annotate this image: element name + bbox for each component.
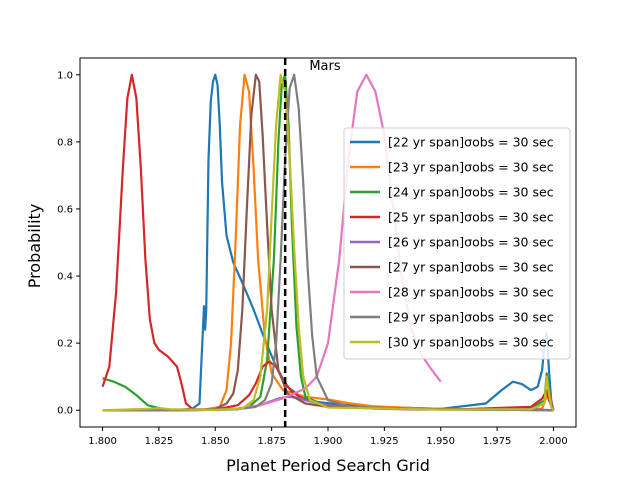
legend-label-1: [22 yr span]σobs = 30 sec bbox=[388, 135, 554, 150]
legend-label-3: [24 yr span]σobs = 30 sec bbox=[388, 185, 554, 200]
y-tick-label: 0.4 bbox=[57, 272, 73, 283]
x-tick-label: 1.975 bbox=[483, 436, 512, 447]
x-tick-label: 1.850 bbox=[201, 436, 230, 447]
x-tick-label: 1.875 bbox=[257, 436, 286, 447]
x-tick-label: 1.900 bbox=[314, 436, 343, 447]
legend-label-8: [29 yr span]σobs = 30 sec bbox=[388, 310, 554, 325]
series-line-6 bbox=[102, 73, 554, 412]
mars-annotation: Mars bbox=[309, 59, 341, 74]
y-axis-title: Probability bbox=[25, 204, 44, 289]
y-tick-label: 1.0 bbox=[57, 70, 73, 81]
series-line-1 bbox=[102, 73, 555, 412]
legend-label-6: [27 yr span]σobs = 30 sec bbox=[388, 260, 554, 275]
axes: 1.800 1.825 1.850 1.875 1.900 1.925 1.950 1.975… bbox=[57, 57, 577, 447]
y-tick-label: 0.0 bbox=[57, 406, 73, 417]
legend: [22 yr span]σobs = 30 sec [23 yr span]σob… bbox=[343, 127, 571, 360]
legend-label-5: [26 yr span]σobs = 30 sec bbox=[388, 235, 554, 250]
x-axis-title: Planet Period Search Grid bbox=[226, 456, 430, 475]
series-line-8 bbox=[102, 73, 554, 412]
x-tick-label: 1.800 bbox=[88, 436, 117, 447]
x-tick-label: 1.825 bbox=[145, 436, 174, 447]
series-line-3 bbox=[102, 73, 555, 411]
legend-label-9: [30 yr span]σobs = 30 sec bbox=[388, 335, 554, 350]
x-tick-label: 1.950 bbox=[426, 436, 455, 447]
y-tick-label: 0.6 bbox=[57, 204, 73, 215]
legend-label-7: [28 yr span]σobs = 30 sec bbox=[388, 285, 554, 300]
y-tick-label: 0.8 bbox=[57, 137, 73, 148]
x-tick-label: 2.000 bbox=[539, 436, 568, 447]
legend-box bbox=[343, 127, 571, 360]
y-tick-label: 0.2 bbox=[57, 339, 73, 350]
plot-area: Mars bbox=[101, 58, 555, 427]
series-line-9 bbox=[102, 73, 555, 412]
legend-label-2: [23 yr span]σobs = 30 sec bbox=[388, 160, 554, 175]
x-tick-label: 1.925 bbox=[370, 436, 399, 447]
legend-label-4: [25 yr span]σobs = 30 sec bbox=[388, 210, 554, 225]
